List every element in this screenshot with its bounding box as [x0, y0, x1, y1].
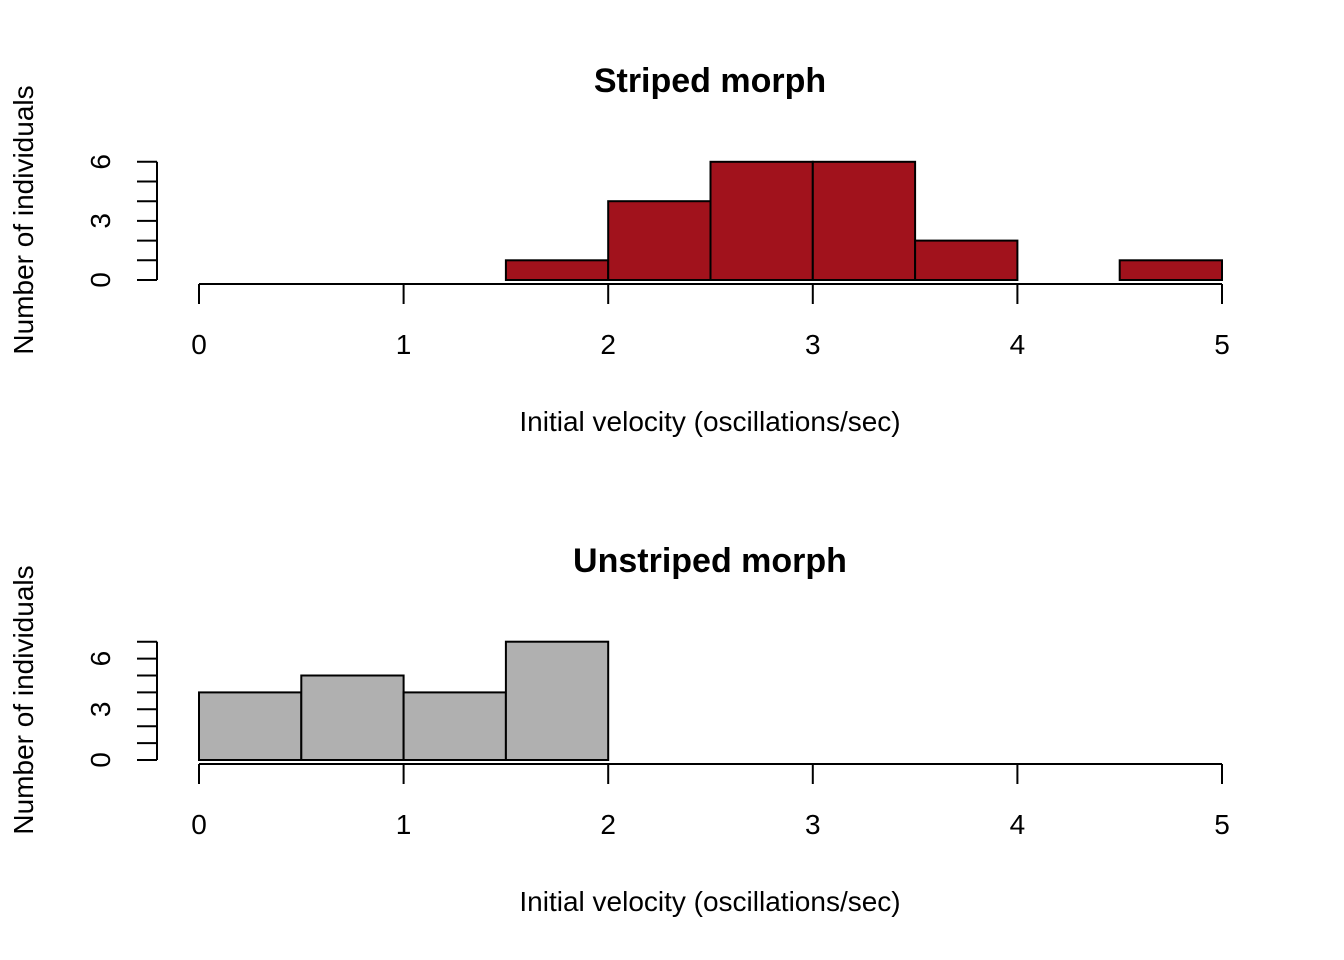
- y-tick-label: 6: [85, 651, 116, 667]
- x-tick-label: 1: [396, 809, 412, 840]
- x-tick-label: 2: [600, 809, 616, 840]
- y-axis-label: Number of individuals: [8, 565, 39, 834]
- histogram-bar: [811, 160, 917, 281]
- chart-title: Unstriped morph: [573, 542, 847, 580]
- x-axis: 0 1 2 3 4 5: [191, 763, 1230, 840]
- y-tick-label: 0: [85, 752, 116, 768]
- histogram-bar: [300, 674, 405, 761]
- x-axis-label: Initial velocity (oscillations/sec): [519, 886, 900, 917]
- x-tick-label: 3: [805, 809, 821, 840]
- histogram-bar: [914, 239, 1019, 282]
- x-axis-label: Initial velocity (oscillations/sec): [519, 406, 900, 437]
- x-tick-label: 5: [1214, 329, 1230, 360]
- x-tick-label: 3: [805, 329, 821, 360]
- y-axis-label: Number of individuals: [8, 85, 39, 354]
- histogram-bar: [504, 640, 610, 762]
- y-tick-label: 0: [85, 272, 116, 288]
- histogram-bar: [1118, 259, 1223, 281]
- histogram-bar: [198, 691, 303, 762]
- x-tick-label: 0: [191, 809, 207, 840]
- unstriped-morph-panel: Unstriped morph Initial velocity (oscill…: [8, 542, 1230, 917]
- histogram-bar: [402, 691, 507, 762]
- x-tick-label: 2: [600, 329, 616, 360]
- bar-group: [504, 160, 1223, 282]
- y-axis: 0 3 6: [85, 154, 158, 288]
- x-tick-label: 0: [191, 329, 207, 360]
- chart-title: Striped morph: [594, 62, 826, 100]
- striped-morph-panel: Striped morph Initial velocity (oscillat…: [8, 62, 1230, 437]
- bar-group: [198, 640, 610, 762]
- y-tick-label: 3: [85, 702, 116, 718]
- x-tick-label: 4: [1010, 329, 1026, 360]
- histogram-bar: [607, 200, 712, 281]
- x-tick-label: 1: [396, 329, 412, 360]
- y-tick-label: 3: [85, 213, 116, 229]
- histogram-bar: [504, 259, 610, 281]
- y-axis: 0 3 6: [85, 640, 158, 768]
- y-tick-label: 6: [85, 154, 116, 170]
- x-tick-label: 4: [1010, 809, 1026, 840]
- x-axis: 0 1 2 3 4 5: [191, 283, 1230, 360]
- histogram-bar: [709, 160, 814, 281]
- x-tick-label: 5: [1214, 809, 1230, 840]
